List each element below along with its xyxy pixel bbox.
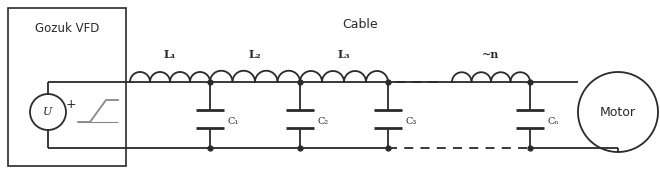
Text: Cable: Cable (342, 18, 378, 31)
Text: C₃: C₃ (405, 117, 416, 125)
Text: ~n: ~n (482, 49, 500, 60)
Text: U: U (44, 107, 53, 117)
Circle shape (30, 94, 66, 130)
Circle shape (578, 72, 658, 152)
Text: C₁: C₁ (227, 117, 238, 125)
Text: L₃: L₃ (338, 49, 350, 60)
Text: Motor: Motor (600, 105, 636, 118)
Bar (8, 8, 126, 166)
Text: L₁: L₁ (164, 49, 176, 60)
Text: Gozuk VFD: Gozuk VFD (35, 22, 99, 35)
Text: Cₙ: Cₙ (547, 117, 558, 125)
Text: +: + (66, 98, 77, 110)
Text: L₂: L₂ (249, 49, 261, 60)
Text: C₂: C₂ (317, 117, 328, 125)
